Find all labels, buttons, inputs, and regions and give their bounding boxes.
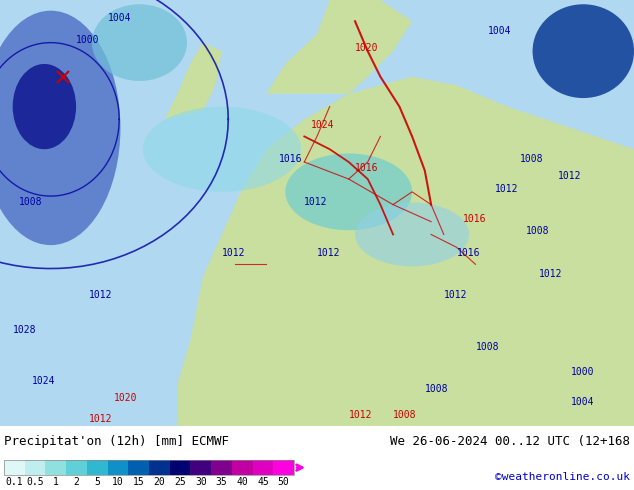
Text: 20: 20	[153, 477, 165, 487]
Bar	[252, 460, 273, 475]
Bar	[211, 460, 232, 475]
Text: 35: 35	[216, 477, 228, 487]
Bar	[108, 460, 128, 475]
Bar	[25, 460, 46, 475]
Bar	[149, 460, 170, 475]
Bar	[273, 460, 294, 475]
Text: 1004: 1004	[571, 397, 594, 407]
Bar	[66, 460, 87, 475]
Text: 1012: 1012	[89, 414, 112, 424]
Ellipse shape	[13, 64, 76, 149]
Text: 1004: 1004	[488, 26, 512, 36]
Text: 1016: 1016	[463, 214, 486, 223]
Bar	[46, 460, 66, 475]
Ellipse shape	[92, 4, 187, 81]
Text: 1012: 1012	[495, 184, 518, 194]
Bar	[4, 460, 25, 475]
Text: 1008: 1008	[520, 154, 543, 164]
Ellipse shape	[533, 4, 634, 98]
Bar	[4, 460, 294, 475]
Text: 1012: 1012	[558, 171, 581, 181]
Text: 10: 10	[112, 477, 124, 487]
Bar	[232, 460, 252, 475]
Text: 1008: 1008	[476, 342, 499, 351]
Text: 25: 25	[174, 477, 186, 487]
Text: 1016: 1016	[279, 154, 302, 164]
Text: 1000: 1000	[571, 367, 594, 377]
Text: 30: 30	[195, 477, 207, 487]
Text: 1008: 1008	[425, 384, 448, 394]
Text: 1024: 1024	[311, 120, 334, 130]
Text: 1012: 1012	[539, 269, 562, 279]
Bar	[128, 460, 149, 475]
Text: 1012: 1012	[317, 248, 340, 258]
Bar	[87, 460, 108, 475]
Polygon shape	[178, 77, 634, 426]
Text: 1012: 1012	[304, 196, 328, 207]
Text: Precipitat'on (12h) [mm] ECMWF: Precipitat'on (12h) [mm] ECMWF	[4, 435, 229, 448]
Text: 1004: 1004	[108, 13, 131, 24]
Ellipse shape	[285, 153, 412, 230]
Text: 15: 15	[133, 477, 145, 487]
Text: 0.5: 0.5	[26, 477, 44, 487]
Text: 1024: 1024	[32, 376, 55, 386]
Text: 1020: 1020	[355, 43, 378, 53]
Text: 1016: 1016	[456, 248, 480, 258]
Text: 40: 40	[236, 477, 248, 487]
Text: 1008: 1008	[19, 196, 42, 207]
Text: 1008: 1008	[526, 226, 550, 237]
Ellipse shape	[0, 11, 120, 245]
Text: 0.1: 0.1	[6, 477, 23, 487]
Text: We 26-06-2024 00..12 UTC (12+168: We 26-06-2024 00..12 UTC (12+168	[390, 435, 630, 448]
Text: 1012: 1012	[89, 291, 112, 300]
Text: 1016: 1016	[355, 163, 378, 172]
Text: 1012: 1012	[222, 248, 245, 258]
Polygon shape	[165, 43, 222, 120]
Bar	[170, 460, 190, 475]
Polygon shape	[266, 0, 412, 94]
Ellipse shape	[143, 107, 301, 192]
Text: 1000: 1000	[76, 35, 100, 45]
Text: 5: 5	[94, 477, 100, 487]
Text: 50: 50	[278, 477, 290, 487]
Text: 1008: 1008	[393, 410, 417, 420]
Text: 1012: 1012	[444, 291, 467, 300]
Text: 1012: 1012	[349, 410, 372, 420]
Text: 45: 45	[257, 477, 269, 487]
Text: 1028: 1028	[13, 324, 36, 335]
Ellipse shape	[355, 202, 469, 267]
Bar	[190, 460, 211, 475]
Text: ©weatheronline.co.uk: ©weatheronline.co.uk	[495, 472, 630, 482]
Text: 1: 1	[53, 477, 59, 487]
Text: 1020: 1020	[114, 392, 138, 403]
Text: 2: 2	[74, 477, 79, 487]
